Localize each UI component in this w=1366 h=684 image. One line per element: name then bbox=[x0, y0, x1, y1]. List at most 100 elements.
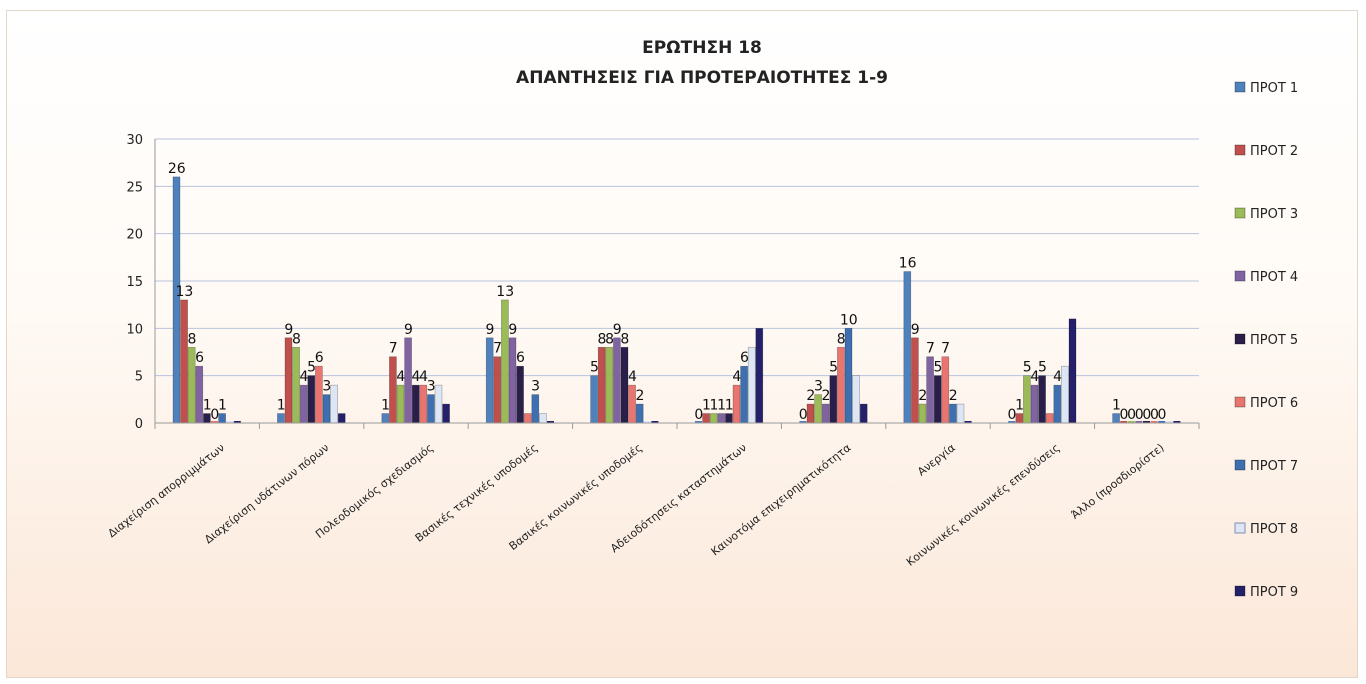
bar bbox=[709, 413, 718, 424]
x-category-label: Άλλο (προσδιορίστε) bbox=[1069, 441, 1167, 522]
data-label: 4 bbox=[1030, 369, 1039, 385]
bar bbox=[918, 403, 927, 424]
data-label: 4 bbox=[300, 369, 309, 385]
bar bbox=[1015, 413, 1024, 424]
data-label: 8 bbox=[598, 331, 607, 347]
bar bbox=[844, 328, 853, 424]
bar bbox=[725, 413, 733, 424]
data-label: 9 bbox=[613, 322, 622, 338]
data-label: 1 bbox=[1112, 398, 1121, 414]
data-label: 0 bbox=[1008, 407, 1017, 423]
data-label: 5 bbox=[307, 360, 316, 376]
data-label: 16 bbox=[899, 256, 917, 272]
bar bbox=[590, 375, 598, 424]
legend-swatch bbox=[1234, 207, 1246, 219]
legend-swatch bbox=[1234, 459, 1246, 471]
bar bbox=[233, 421, 241, 423]
data-label: 3 bbox=[322, 379, 331, 395]
x-category-label: Διαχείριση απορριμμάτων bbox=[105, 441, 227, 540]
bar bbox=[330, 384, 338, 424]
bar bbox=[821, 403, 830, 424]
legend-item: ΠΡΟΤ 2 bbox=[1234, 144, 1298, 159]
bar bbox=[613, 337, 621, 424]
bar bbox=[434, 384, 443, 424]
y-tick-label: 0 bbox=[135, 417, 143, 432]
legend-label: ΠΡΟΤ 1 bbox=[1250, 81, 1298, 96]
y-tick-label: 25 bbox=[126, 180, 143, 195]
bar bbox=[195, 365, 204, 424]
data-label: 13 bbox=[496, 284, 514, 300]
bar bbox=[829, 375, 838, 424]
bar bbox=[211, 421, 218, 423]
bar bbox=[717, 413, 726, 424]
legend-swatch bbox=[1234, 333, 1246, 345]
legend-item: ΠΡΟΤ 8 bbox=[1234, 522, 1298, 537]
data-label: 3 bbox=[427, 379, 436, 395]
bar bbox=[859, 403, 868, 424]
data-label: 0 bbox=[1142, 407, 1151, 423]
legend-label: ΠΡΟΤ 3 bbox=[1250, 207, 1298, 222]
data-label: 8 bbox=[620, 331, 629, 347]
bar bbox=[740, 365, 748, 424]
legend-item: ΠΡΟΤ 4 bbox=[1234, 270, 1298, 285]
bars bbox=[172, 176, 1181, 424]
bar bbox=[643, 421, 651, 423]
data-label: 9 bbox=[508, 322, 517, 338]
data-label: 0 bbox=[210, 407, 219, 423]
chart-subtitle: ΑΠΑΝΤΗΣΕΙΣ ΓΙΑ ΠΡΟΤΕΡΑΙΟΤΗΤΕΣ 1-9 bbox=[516, 68, 888, 88]
bar bbox=[635, 403, 644, 424]
data-label: 1 bbox=[277, 398, 286, 414]
data-label: 1 bbox=[381, 398, 390, 414]
data-label: 5 bbox=[829, 360, 838, 376]
bar bbox=[539, 413, 547, 424]
y-tick-label: 15 bbox=[126, 275, 143, 290]
data-label: 2 bbox=[636, 388, 645, 404]
legend-item: ΠΡΟΤ 1 bbox=[1234, 81, 1298, 96]
data-label: 2 bbox=[822, 388, 831, 404]
data-label: 4 bbox=[732, 369, 741, 385]
data-label: 26 bbox=[168, 161, 186, 177]
bar bbox=[903, 271, 912, 424]
legend-item: ΠΡΟΤ 3 bbox=[1234, 207, 1298, 222]
bar bbox=[747, 346, 756, 424]
bar bbox=[411, 384, 420, 424]
data-label: 6 bbox=[195, 350, 204, 366]
bar bbox=[516, 365, 524, 424]
bar bbox=[226, 421, 234, 423]
bar bbox=[493, 356, 502, 424]
data-label: 8 bbox=[837, 331, 846, 347]
bar bbox=[531, 394, 540, 424]
y-tick-label: 30 bbox=[126, 133, 143, 148]
data-label: 7 bbox=[493, 341, 502, 357]
data-label: 10 bbox=[840, 312, 858, 328]
bar bbox=[852, 375, 860, 424]
legend-item: ΠΡΟΤ 6 bbox=[1234, 396, 1298, 411]
data-label: 0 bbox=[1127, 407, 1136, 423]
bar bbox=[964, 421, 972, 423]
data-label: 5 bbox=[1023, 360, 1032, 376]
bar-chart: ΕΡΩΤΗΣΗ 18 ΑΠΑΝΤΗΣΕΙΣ ΓΙΑ ΠΡΟΤΕΡΑΙΟΤΗΤΕΣ… bbox=[105, 38, 1298, 600]
data-label: 5 bbox=[934, 360, 943, 376]
data-label: 2 bbox=[918, 388, 927, 404]
bar bbox=[755, 328, 764, 424]
bar bbox=[1008, 421, 1016, 423]
data-label: 4 bbox=[419, 369, 428, 385]
bar bbox=[427, 394, 435, 424]
bar bbox=[218, 413, 226, 424]
bar bbox=[605, 346, 614, 424]
legend-swatch bbox=[1234, 270, 1246, 282]
bar bbox=[1143, 421, 1150, 423]
data-label: 6 bbox=[516, 350, 525, 366]
y-tick-label: 5 bbox=[135, 370, 143, 385]
bar bbox=[1127, 421, 1135, 423]
data-label: 0 bbox=[1158, 407, 1167, 423]
bar bbox=[1030, 384, 1039, 424]
bar bbox=[1158, 421, 1166, 423]
data-label: 2 bbox=[806, 388, 815, 404]
legend-swatch bbox=[1234, 585, 1246, 597]
bar bbox=[284, 337, 293, 424]
data-label: 1 bbox=[710, 398, 719, 414]
bar bbox=[1061, 365, 1069, 424]
